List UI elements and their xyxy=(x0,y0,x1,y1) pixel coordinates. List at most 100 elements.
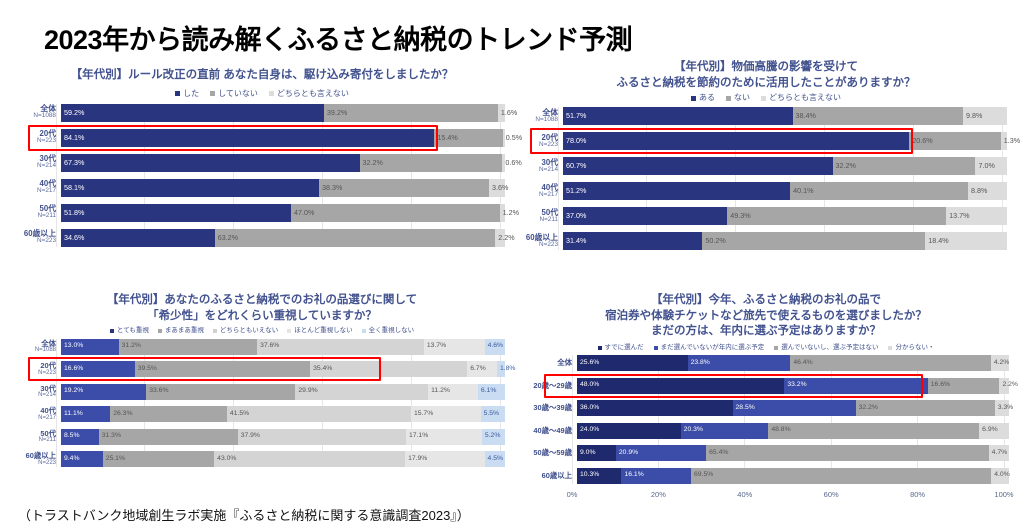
bar-segment[interactable]: 18.4% xyxy=(925,232,1007,251)
bar-segment[interactable]: 48.0% xyxy=(577,377,785,394)
bar-segment[interactable]: 4.7% xyxy=(988,445,1009,462)
bar-value-label: 8.5% xyxy=(64,432,80,440)
bar-segment[interactable]: 38.3% xyxy=(318,178,489,197)
bar-segment[interactable]: 24.0% xyxy=(577,422,681,439)
legend-label: 選んでいないし、選ぶ予定はない xyxy=(781,343,879,351)
bar-segment[interactable]: 1.2% xyxy=(499,203,519,222)
bar-segment[interactable]: 9.0% xyxy=(577,445,616,462)
bar-segment[interactable]: 69.5% xyxy=(691,467,992,484)
bar-segment[interactable]: 37.9% xyxy=(237,428,406,445)
bar-segment[interactable]: 11.2% xyxy=(428,383,478,400)
bar-segment[interactable]: 63.2% xyxy=(214,228,496,247)
bar-segment[interactable]: 49.3% xyxy=(727,207,947,226)
bar-segment[interactable]: 17.1% xyxy=(405,428,482,445)
bar-segment[interactable]: 37.0% xyxy=(563,207,728,226)
bar-segment[interactable]: 11.1% xyxy=(61,406,111,423)
bar-segment[interactable]: 5.5% xyxy=(480,406,505,423)
bar-segment[interactable]: 33.6% xyxy=(146,383,296,400)
bar-segment[interactable]: 0.6% xyxy=(502,153,522,172)
bar-segment[interactable]: 8.5% xyxy=(61,428,99,445)
chart-plot-area: 全体 N=1088 59.2% 39.2% 1.6% 20代 N=223 84.1% 15.4%… xyxy=(14,103,522,247)
bar-segment[interactable]: 31.3% xyxy=(98,428,238,445)
bar-segment[interactable]: 1.6% xyxy=(497,103,517,122)
bar-segment[interactable]: 35.4% xyxy=(310,361,468,378)
bar-value-label: 33.2% xyxy=(787,381,807,389)
bar-segment[interactable]: 47.0% xyxy=(290,203,500,222)
bar-segment[interactable]: 13.7% xyxy=(946,207,1007,226)
bar-segment[interactable]: 43.0% xyxy=(214,451,406,468)
bar-segment[interactable]: 15.7% xyxy=(410,406,481,423)
bar-segment[interactable]: 20.3% xyxy=(680,422,769,439)
bar-segment[interactable]: 6.1% xyxy=(477,383,505,400)
bar-segment[interactable]: 20.6% xyxy=(909,132,1001,151)
bar-segment[interactable]: 23.8% xyxy=(687,355,791,372)
bar-segment[interactable]: 25.1% xyxy=(102,451,215,468)
bar-segment[interactable]: 4.2% xyxy=(990,355,1009,372)
bar-segment[interactable]: 19.2% xyxy=(61,383,147,400)
bar-segment[interactable]: 16.6% xyxy=(61,361,135,378)
row-category: 50代 xyxy=(541,207,558,217)
bar-segment[interactable]: 16.6% xyxy=(927,377,1000,394)
bar-segment[interactable]: 37.6% xyxy=(257,338,424,355)
bar-segment[interactable]: 25.6% xyxy=(577,355,688,372)
bar-segment[interactable]: 9.8% xyxy=(963,107,1007,126)
bar-segment[interactable]: 8.8% xyxy=(967,182,1008,201)
bar-segment[interactable]: 39.2% xyxy=(323,103,498,122)
bar-segment[interactable]: 1.3% xyxy=(1000,132,1020,151)
bar-segment[interactable]: 31.4% xyxy=(563,232,703,251)
bar-segment[interactable]: 31.2% xyxy=(118,338,258,355)
bar-segment[interactable]: 39.5% xyxy=(134,361,311,378)
bar-segment[interactable]: 6.9% xyxy=(979,422,1009,439)
bar-segment[interactable]: 10.3% xyxy=(577,467,622,484)
bar-segment[interactable]: 29.9% xyxy=(295,383,429,400)
row-category: 30代 xyxy=(40,383,56,393)
bar-segment[interactable]: 51.7% xyxy=(563,107,793,126)
bar-segment[interactable]: 58.1% xyxy=(61,178,319,197)
bar-segment[interactable]: 65.4% xyxy=(706,445,989,462)
legend-label: 全く重視しない xyxy=(368,327,415,335)
bar-segment[interactable]: 9.4% xyxy=(61,451,103,468)
bar-segment[interactable]: 84.1% xyxy=(61,128,435,147)
bar-segment[interactable]: 2.2% xyxy=(495,228,515,247)
bar-segment[interactable]: 78.0% xyxy=(563,132,910,151)
bar-segment[interactable]: 50.2% xyxy=(702,232,926,251)
bar-value-label: 34.6% xyxy=(64,232,85,242)
bar-segment[interactable]: 16.1% xyxy=(621,467,692,484)
bar-segment[interactable]: 36.0% xyxy=(577,400,733,417)
bar-segment[interactable]: 3.3% xyxy=(994,400,1013,417)
bar-segment[interactable]: 33.2% xyxy=(784,377,928,394)
gridline xyxy=(410,338,412,468)
bar-segment[interactable]: 28.5% xyxy=(732,400,856,417)
bar-segment[interactable]: 32.2% xyxy=(832,157,976,176)
bar-segment[interactable]: 46.4% xyxy=(790,355,991,372)
bar-segment[interactable]: 13.0% xyxy=(61,338,119,355)
bar-segment[interactable]: 32.2% xyxy=(855,400,995,417)
bar-segment[interactable]: 32.2% xyxy=(359,153,503,172)
bar-segment[interactable]: 3.6% xyxy=(489,178,508,197)
row-sample-size: N=217 xyxy=(38,414,56,421)
bar-segment[interactable]: 51.2% xyxy=(563,182,791,201)
bar-segment[interactable]: 1.8% xyxy=(496,361,515,378)
bar-segment[interactable]: 5.2% xyxy=(481,428,505,445)
bar-segment[interactable]: 59.2% xyxy=(61,103,324,122)
bar-segment[interactable]: 4.6% xyxy=(484,338,505,355)
bar-segment[interactable]: 6.7% xyxy=(467,361,497,378)
bar-segment[interactable]: 51.8% xyxy=(61,203,291,222)
bar-segment[interactable]: 48.8% xyxy=(768,422,980,439)
bar-segment[interactable]: 26.3% xyxy=(110,406,227,423)
bar-segment[interactable]: 15.4% xyxy=(434,128,503,147)
bar-segment[interactable]: 60.7% xyxy=(563,157,833,176)
bar-segment[interactable]: 7.0% xyxy=(975,157,1007,176)
bar-segment[interactable]: 4.5% xyxy=(484,451,505,468)
bar-segment[interactable]: 2.2% xyxy=(999,377,1018,394)
bar-segment[interactable]: 34.6% xyxy=(61,228,215,247)
bar-segment[interactable]: 0.5% xyxy=(502,128,522,147)
bar-segment[interactable]: 41.5% xyxy=(226,406,411,423)
bar-segment[interactable]: 13.7% xyxy=(423,338,485,355)
bar-segment[interactable]: 40.1% xyxy=(790,182,968,201)
bar-segment[interactable]: 20.9% xyxy=(615,445,707,462)
bar-segment[interactable]: 17.9% xyxy=(405,451,485,468)
bar-segment[interactable]: 67.3% xyxy=(61,153,360,172)
bar-segment[interactable]: 38.4% xyxy=(792,107,964,126)
bar-segment[interactable]: 4.0% xyxy=(991,467,1010,484)
